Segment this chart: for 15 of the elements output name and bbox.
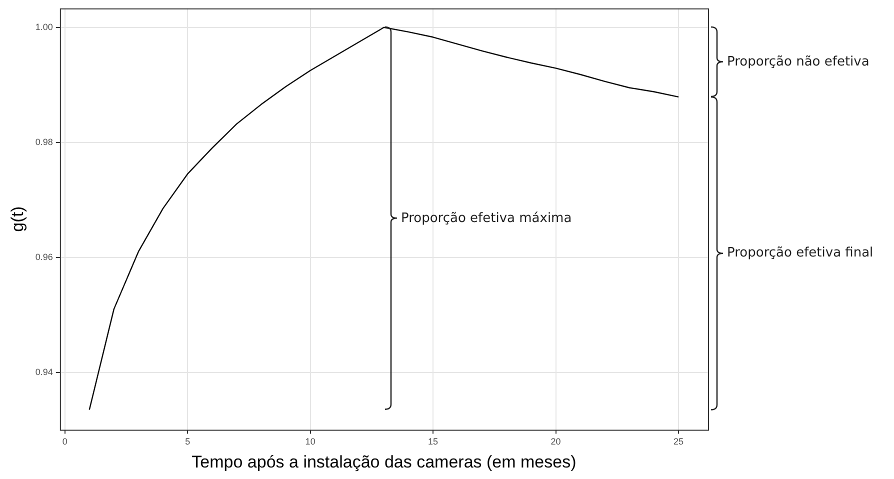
y-tick-label: 0.94: [35, 366, 53, 377]
x-tick-label: 10: [305, 436, 316, 447]
y-tick-label: 1.00: [35, 22, 53, 32]
x-tick-label: 0: [62, 436, 68, 447]
text: Proporção não efetiva: [727, 54, 870, 70]
x-axis-title: Tempo após a instalação das cameras (em meses): [192, 452, 576, 472]
y-tick-label: 0.98: [35, 136, 53, 147]
annotation: Proporção efetiva máxima: [400, 210, 572, 226]
x-tick-label: 5: [185, 436, 190, 447]
x-tick-label: 15: [428, 436, 438, 447]
x-tick-label: 25: [674, 436, 684, 447]
y-tick-label: 0.96: [35, 252, 53, 262]
x-tick-label: 20: [550, 436, 561, 447]
y-axis-title: g(t): [8, 206, 27, 232]
text: Proporção efetiva final: [727, 246, 874, 261]
